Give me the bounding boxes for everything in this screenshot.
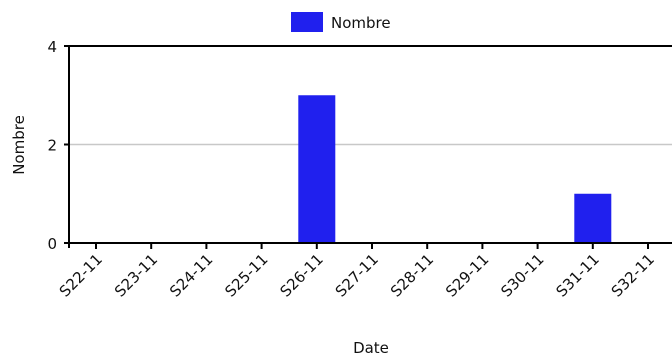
x-tick-label: S24-11 (166, 250, 216, 300)
x-tick-label: S29-11 (442, 250, 492, 300)
x-tick-label: S32-11 (608, 250, 658, 300)
x-axis-title: Date (353, 339, 389, 356)
x-tick-label: S28-11 (387, 250, 437, 300)
y-tick-label: 2 (47, 137, 57, 155)
axes (64, 45, 672, 248)
x-ticks: S22-11 S23-11 S24-11 S25-11 S26-11 S27-11 S28-… (56, 243, 658, 301)
x-tick-label: S22-11 (56, 250, 106, 300)
x-tick-label: S26-11 (277, 250, 327, 300)
bar-S31-11 (574, 193, 612, 243)
legend: Nombre (291, 12, 391, 32)
legend-label: Nombre (331, 14, 391, 32)
x-tick-label: S23-11 (111, 250, 161, 300)
legend-swatch (291, 12, 323, 32)
x-tick-label: S31-11 (553, 250, 603, 300)
bars (298, 95, 612, 243)
y-tick-label: 4 (47, 38, 57, 56)
x-tick-label: S30-11 (497, 250, 547, 300)
y-ticks: 0 2 4 (47, 38, 69, 253)
bar-S26-11 (298, 95, 336, 243)
y-axis-title: Nombre (10, 115, 28, 175)
x-tick-label: S27-11 (332, 250, 382, 300)
x-tick-label: S25-11 (221, 250, 271, 300)
y-tick-label: 0 (47, 235, 57, 253)
